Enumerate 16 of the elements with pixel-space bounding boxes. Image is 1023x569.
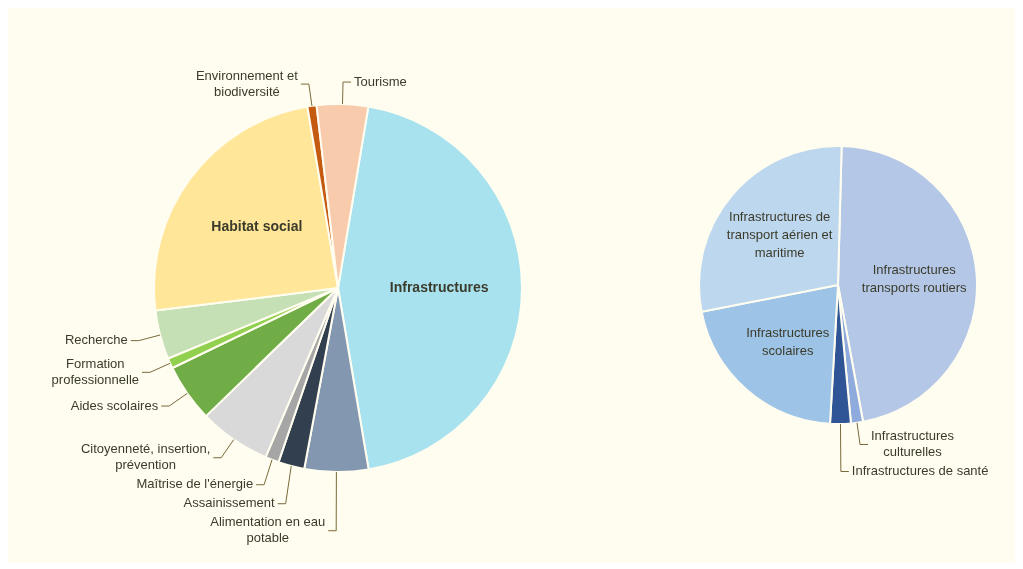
slice-label: Infrastructures de santé	[851, 463, 989, 479]
slice-label: Recherche	[64, 332, 128, 348]
slice-label: Aides scolaires	[70, 397, 159, 413]
slice-label: Environnement et biodiversité	[195, 67, 299, 99]
slice-label: Infrastructures scolaires	[746, 325, 830, 359]
slice-label: Infrastructures culturelles	[871, 428, 955, 460]
slice-label: Infrastructures	[389, 278, 489, 295]
slice-label: Tourisme	[354, 73, 407, 89]
slice-label: Infrastructures transports routiers	[861, 261, 968, 295]
slice-label: Alimentation en eau potable	[210, 514, 326, 546]
slice-label: Infrastructures de transport aérien et maritime	[726, 209, 833, 261]
slice-label: Citoyenneté, insertion, prévention	[80, 441, 211, 473]
slice-label: Assainissement	[183, 495, 276, 511]
slice-label: Maîtrise de l'énergie	[136, 476, 254, 492]
slice-label: Formation professionnelle	[51, 355, 140, 387]
slice-label: Habitat social	[211, 218, 303, 235]
